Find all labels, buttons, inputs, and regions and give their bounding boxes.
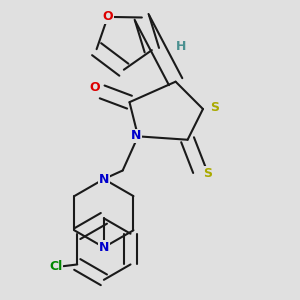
Text: S: S (210, 101, 219, 114)
Text: H: H (176, 40, 186, 53)
Text: S: S (204, 167, 213, 180)
Text: O: O (102, 11, 113, 23)
Text: N: N (131, 129, 142, 142)
Text: N: N (99, 241, 109, 254)
Text: O: O (89, 81, 100, 94)
Text: N: N (99, 172, 109, 185)
Text: Cl: Cl (49, 260, 62, 273)
